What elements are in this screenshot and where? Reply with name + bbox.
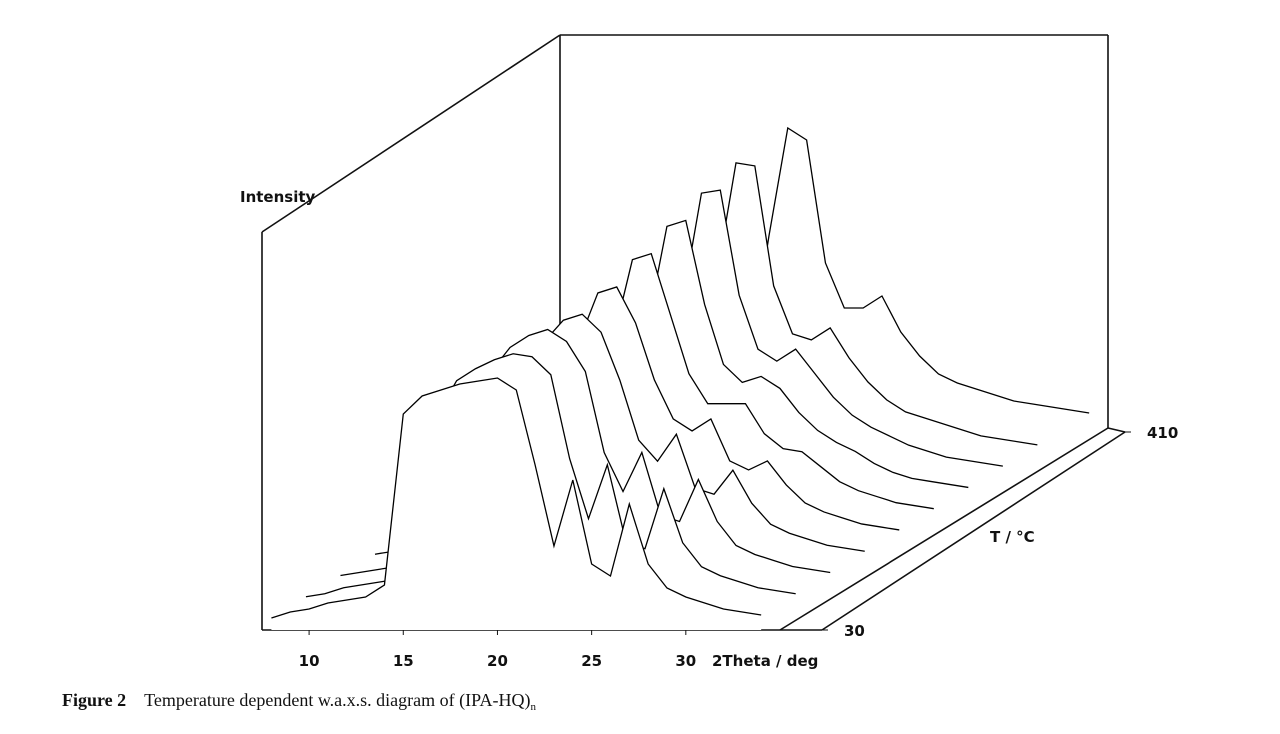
x-tick-label: 10 (299, 652, 320, 670)
trace-fill (271, 378, 762, 630)
caption: Figure 2 Temperature dependent w.a.x.s. d… (62, 690, 536, 713)
x-tick-label: 15 (393, 652, 414, 670)
z-tick-label: 410 (1147, 424, 1178, 442)
y-axis-label: Intensity (240, 188, 316, 206)
traces (271, 126, 1090, 630)
frame-edge (261, 34, 561, 233)
x-tick-label: 25 (581, 652, 602, 670)
frame-edge (779, 427, 1109, 631)
trace (271, 377, 762, 619)
caption-text: Temperature dependent w.a.x.s. diagram o… (144, 690, 530, 711)
x-tick-label: 30 (675, 652, 696, 670)
caption-label: Figure 2 (62, 690, 126, 710)
x-axis-label: 2Theta / deg (712, 652, 818, 670)
z-tick-label: 30 (844, 622, 865, 640)
x-tick-label: 20 (487, 652, 508, 670)
frame-edge (1107, 427, 1126, 433)
trace-fill (409, 286, 900, 545)
z-axis-label: T / °C (990, 528, 1035, 546)
caption-subscript: n (530, 701, 536, 713)
trace-fill (444, 253, 934, 524)
frame-edge (821, 431, 1126, 631)
